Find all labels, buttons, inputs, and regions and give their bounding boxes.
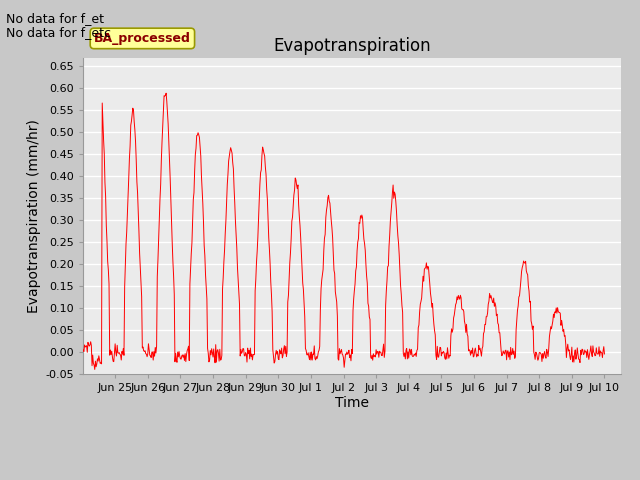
Text: No data for f_etc: No data for f_etc	[6, 26, 111, 39]
Y-axis label: Evapotranspiration (mm/hr): Evapotranspiration (mm/hr)	[28, 119, 42, 313]
X-axis label: Time: Time	[335, 396, 369, 410]
Text: No data for f_et: No data for f_et	[6, 12, 104, 25]
Text: BA_processed: BA_processed	[94, 32, 191, 45]
Title: Evapotranspiration: Evapotranspiration	[273, 36, 431, 55]
